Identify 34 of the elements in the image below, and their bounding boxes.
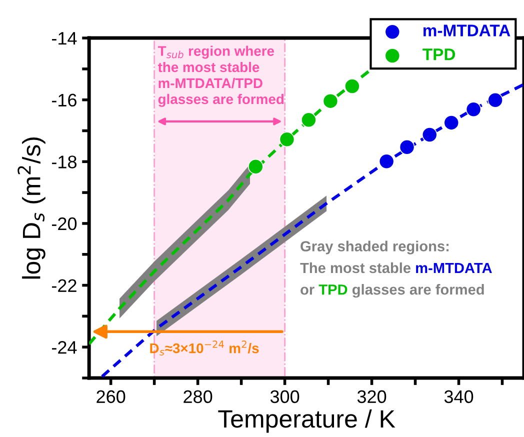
x-tick-label: 340: [444, 390, 474, 404]
annotation: The most stable: [300, 262, 411, 274]
y-axis-title: log D$_{s}$ (m$^{2}$/s): [18, 137, 46, 279]
point: [399, 139, 415, 155]
point: [488, 92, 503, 108]
point: [444, 115, 460, 130]
point: [322, 93, 338, 109]
x-tick-label: 280: [184, 390, 212, 404]
point: [248, 158, 264, 174]
y-tick-label: -22: [52, 279, 76, 292]
y-tick-label: -24: [52, 341, 77, 354]
annotation: Gray shaded regions:: [300, 240, 449, 254]
point: [466, 102, 482, 118]
legend-label: TPD: [422, 48, 456, 60]
point: [378, 154, 394, 170]
x-tick-label: 300: [270, 390, 300, 404]
annotation: or: [300, 286, 314, 295]
y-tick-label: -16: [52, 94, 76, 107]
annotation: D$_{s}$≈3×10$^{−24}$ m$^{2}$/s: [150, 340, 259, 356]
point: [301, 112, 316, 128]
y-tick-label: -18: [52, 156, 76, 168]
x-tick-label: 320: [357, 390, 386, 404]
annotation: glasses are formed: [352, 284, 484, 298]
x-axis-title: Temperature / K: [218, 409, 396, 433]
annotation: TPD: [318, 284, 348, 295]
point: [344, 78, 360, 94]
annotation: m-MTDATA: [416, 262, 492, 273]
y-tick-label: -14: [52, 32, 77, 45]
point: [422, 127, 438, 142]
band-label: T$_{sub}$ region where the most stable m-MTDATA/TPD glasses are formed: [158, 46, 284, 107]
y-tick-label: -20: [52, 217, 77, 230]
point: [279, 132, 295, 148]
x-tick-label: 260: [96, 390, 126, 404]
legend-label: m-MTDATA: [424, 24, 510, 36]
